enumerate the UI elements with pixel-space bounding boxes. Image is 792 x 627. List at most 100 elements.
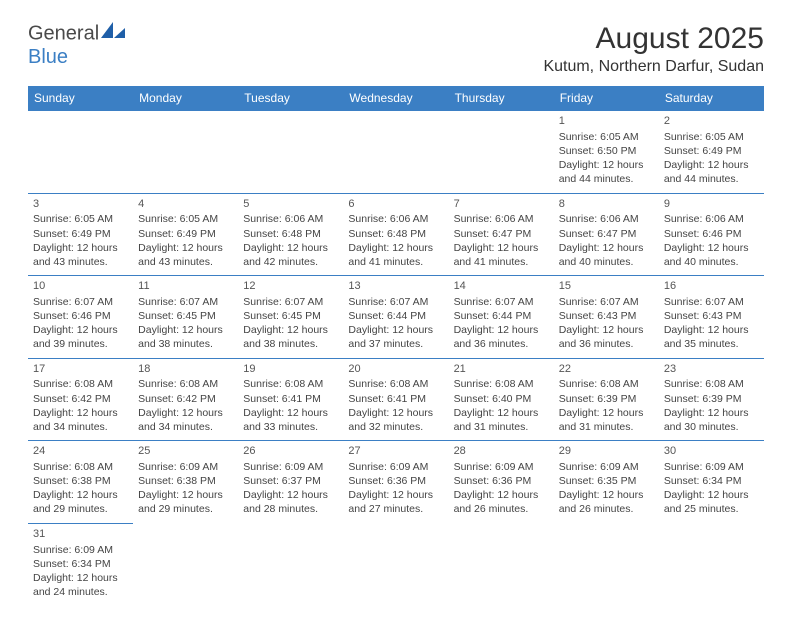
calendar-cell xyxy=(659,523,764,605)
day-number: 18 xyxy=(138,362,233,377)
page-title: August 2025 xyxy=(543,22,764,56)
calendar-cell: 25Sunrise: 6:09 AMSunset: 6:38 PMDayligh… xyxy=(133,441,238,524)
calendar-cell: 5Sunrise: 6:06 AMSunset: 6:48 PMDaylight… xyxy=(238,193,343,276)
calendar-cell: 28Sunrise: 6:09 AMSunset: 6:36 PMDayligh… xyxy=(449,441,554,524)
calendar-table: Sunday Monday Tuesday Wednesday Thursday… xyxy=(28,86,764,605)
logo-word2: Blue xyxy=(28,46,68,68)
col-thursday: Thursday xyxy=(449,86,554,111)
logo: GeneralBlue xyxy=(28,22,127,69)
calendar-cell xyxy=(133,523,238,605)
calendar-cell xyxy=(133,111,238,194)
calendar-cell: 16Sunrise: 6:07 AMSunset: 6:43 PMDayligh… xyxy=(659,276,764,359)
calendar-cell: 24Sunrise: 6:08 AMSunset: 6:38 PMDayligh… xyxy=(28,441,133,524)
header: GeneralBlue August 2025 Kutum, Northern … xyxy=(28,22,764,76)
sunset-text: Sunset: 6:44 PM xyxy=(348,309,443,323)
sunrise-text: Sunrise: 6:07 AM xyxy=(559,295,654,309)
title-block: August 2025 Kutum, Northern Darfur, Suda… xyxy=(543,22,764,76)
calendar-cell: 29Sunrise: 6:09 AMSunset: 6:35 PMDayligh… xyxy=(554,441,659,524)
daylight-text: Daylight: 12 hours and 41 minutes. xyxy=(454,241,549,269)
calendar-cell: 30Sunrise: 6:09 AMSunset: 6:34 PMDayligh… xyxy=(659,441,764,524)
day-number: 10 xyxy=(33,279,128,294)
col-wednesday: Wednesday xyxy=(343,86,448,111)
day-number: 22 xyxy=(559,362,654,377)
day-number: 16 xyxy=(664,279,759,294)
day-number: 1 xyxy=(559,114,654,129)
daylight-text: Daylight: 12 hours and 40 minutes. xyxy=(559,241,654,269)
sunset-text: Sunset: 6:37 PM xyxy=(243,474,338,488)
sunset-text: Sunset: 6:36 PM xyxy=(454,474,549,488)
day-number: 24 xyxy=(33,444,128,459)
sunrise-text: Sunrise: 6:09 AM xyxy=(33,543,128,557)
calendar-cell: 27Sunrise: 6:09 AMSunset: 6:36 PMDayligh… xyxy=(343,441,448,524)
sunset-text: Sunset: 6:39 PM xyxy=(664,392,759,406)
sunset-text: Sunset: 6:34 PM xyxy=(33,557,128,571)
daylight-text: Daylight: 12 hours and 36 minutes. xyxy=(454,323,549,351)
sunset-text: Sunset: 6:35 PM xyxy=(559,474,654,488)
col-friday: Friday xyxy=(554,86,659,111)
daylight-text: Daylight: 12 hours and 27 minutes. xyxy=(348,488,443,516)
sunset-text: Sunset: 6:34 PM xyxy=(664,474,759,488)
sunrise-text: Sunrise: 6:06 AM xyxy=(243,212,338,226)
daylight-text: Daylight: 12 hours and 26 minutes. xyxy=(454,488,549,516)
daylight-text: Daylight: 12 hours and 28 minutes. xyxy=(243,488,338,516)
daylight-text: Daylight: 12 hours and 33 minutes. xyxy=(243,406,338,434)
sunrise-text: Sunrise: 6:07 AM xyxy=(348,295,443,309)
sunrise-text: Sunrise: 6:08 AM xyxy=(559,377,654,391)
calendar-cell: 14Sunrise: 6:07 AMSunset: 6:44 PMDayligh… xyxy=(449,276,554,359)
daylight-text: Daylight: 12 hours and 31 minutes. xyxy=(559,406,654,434)
sunset-text: Sunset: 6:43 PM xyxy=(559,309,654,323)
day-number: 9 xyxy=(664,197,759,212)
calendar-cell: 12Sunrise: 6:07 AMSunset: 6:45 PMDayligh… xyxy=(238,276,343,359)
calendar-cell: 20Sunrise: 6:08 AMSunset: 6:41 PMDayligh… xyxy=(343,358,448,441)
day-number: 3 xyxy=(33,197,128,212)
day-number: 15 xyxy=(559,279,654,294)
calendar-cell: 3Sunrise: 6:05 AMSunset: 6:49 PMDaylight… xyxy=(28,193,133,276)
daylight-text: Daylight: 12 hours and 32 minutes. xyxy=(348,406,443,434)
logo-text: GeneralBlue xyxy=(28,22,127,69)
day-number: 28 xyxy=(454,444,549,459)
daylight-text: Daylight: 12 hours and 29 minutes. xyxy=(33,488,128,516)
sunrise-text: Sunrise: 6:09 AM xyxy=(559,460,654,474)
sunrise-text: Sunrise: 6:08 AM xyxy=(33,460,128,474)
sunset-text: Sunset: 6:38 PM xyxy=(33,474,128,488)
sunrise-text: Sunrise: 6:06 AM xyxy=(348,212,443,226)
sunset-text: Sunset: 6:43 PM xyxy=(664,309,759,323)
sunrise-text: Sunrise: 6:08 AM xyxy=(664,377,759,391)
col-tuesday: Tuesday xyxy=(238,86,343,111)
day-number: 8 xyxy=(559,197,654,212)
logo-sail-icon xyxy=(101,22,127,46)
calendar-cell: 15Sunrise: 6:07 AMSunset: 6:43 PMDayligh… xyxy=(554,276,659,359)
header-row: Sunday Monday Tuesday Wednesday Thursday… xyxy=(28,86,764,111)
col-sunday: Sunday xyxy=(28,86,133,111)
calendar-cell: 8Sunrise: 6:06 AMSunset: 6:47 PMDaylight… xyxy=(554,193,659,276)
sunset-text: Sunset: 6:40 PM xyxy=(454,392,549,406)
calendar-cell: 2Sunrise: 6:05 AMSunset: 6:49 PMDaylight… xyxy=(659,111,764,194)
calendar-cell: 4Sunrise: 6:05 AMSunset: 6:49 PMDaylight… xyxy=(133,193,238,276)
daylight-text: Daylight: 12 hours and 30 minutes. xyxy=(664,406,759,434)
daylight-text: Daylight: 12 hours and 42 minutes. xyxy=(243,241,338,269)
calendar-cell: 13Sunrise: 6:07 AMSunset: 6:44 PMDayligh… xyxy=(343,276,448,359)
day-number: 2 xyxy=(664,114,759,129)
daylight-text: Daylight: 12 hours and 36 minutes. xyxy=(559,323,654,351)
sunrise-text: Sunrise: 6:05 AM xyxy=(138,212,233,226)
day-number: 4 xyxy=(138,197,233,212)
sunrise-text: Sunrise: 6:06 AM xyxy=(664,212,759,226)
day-number: 29 xyxy=(559,444,654,459)
daylight-text: Daylight: 12 hours and 37 minutes. xyxy=(348,323,443,351)
calendar-cell xyxy=(238,523,343,605)
sunset-text: Sunset: 6:48 PM xyxy=(243,227,338,241)
calendar-cell: 21Sunrise: 6:08 AMSunset: 6:40 PMDayligh… xyxy=(449,358,554,441)
sunrise-text: Sunrise: 6:08 AM xyxy=(454,377,549,391)
calendar-cell: 19Sunrise: 6:08 AMSunset: 6:41 PMDayligh… xyxy=(238,358,343,441)
daylight-text: Daylight: 12 hours and 43 minutes. xyxy=(33,241,128,269)
sunrise-text: Sunrise: 6:09 AM xyxy=(348,460,443,474)
sunrise-text: Sunrise: 6:08 AM xyxy=(348,377,443,391)
calendar-cell: 10Sunrise: 6:07 AMSunset: 6:46 PMDayligh… xyxy=(28,276,133,359)
calendar-row: 3Sunrise: 6:05 AMSunset: 6:49 PMDaylight… xyxy=(28,193,764,276)
day-number: 21 xyxy=(454,362,549,377)
sunrise-text: Sunrise: 6:07 AM xyxy=(138,295,233,309)
calendar-cell: 11Sunrise: 6:07 AMSunset: 6:45 PMDayligh… xyxy=(133,276,238,359)
day-number: 23 xyxy=(664,362,759,377)
daylight-text: Daylight: 12 hours and 39 minutes. xyxy=(33,323,128,351)
day-number: 14 xyxy=(454,279,549,294)
